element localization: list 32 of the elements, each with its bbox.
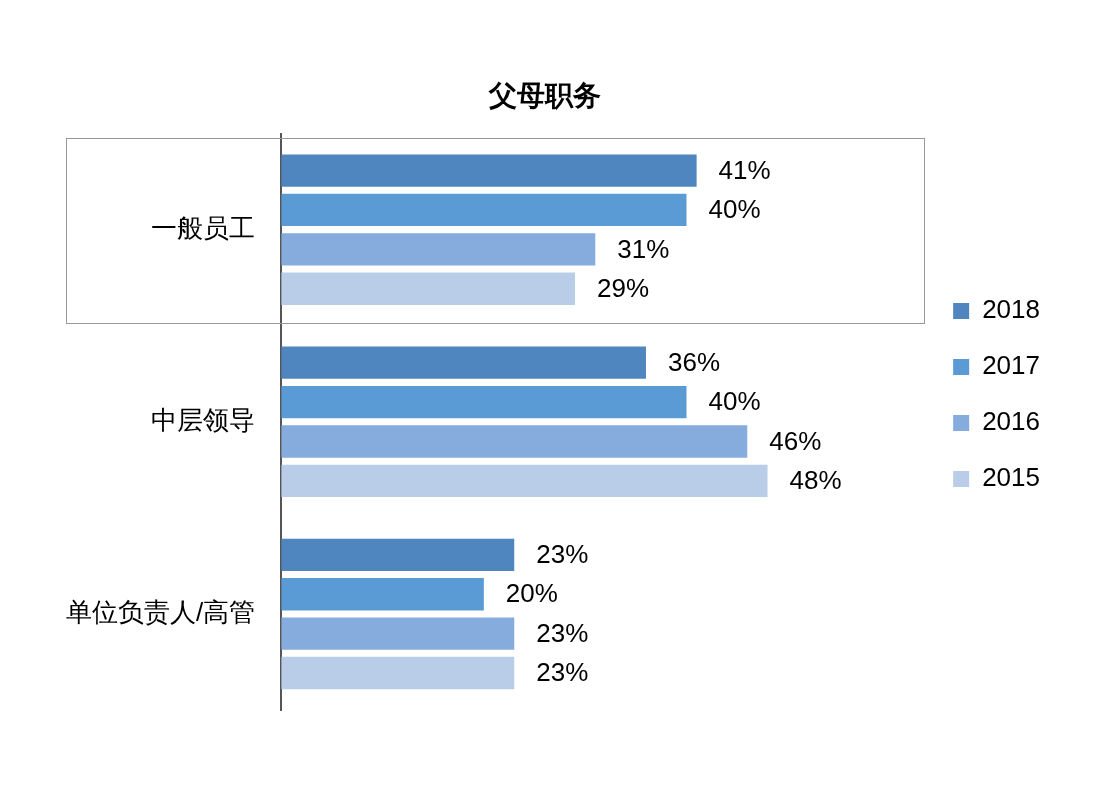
bar (281, 346, 646, 379)
y-tick-label: 单位负责人/高管 (65, 597, 256, 628)
legend-label: 2017 (982, 350, 1040, 381)
chart-title: 父母职务 (488, 79, 601, 111)
bar (281, 425, 748, 458)
bar (281, 193, 687, 227)
legend-label: 2015 (982, 462, 1040, 493)
bar (281, 233, 596, 266)
data-label: 41% (718, 154, 771, 185)
data-label: 40% (708, 386, 761, 417)
data-label: 31% (617, 233, 670, 264)
data-label: 36% (667, 346, 721, 377)
data-label: 48% (789, 465, 842, 496)
bar (281, 464, 768, 498)
bar (281, 617, 515, 650)
bar (281, 272, 576, 305)
bar (281, 385, 687, 419)
data-label: 29% (597, 272, 650, 303)
data-label: 46% (769, 425, 822, 456)
bar (281, 538, 515, 571)
bar (281, 578, 484, 611)
y-tick-label: 一般员工 (151, 212, 256, 243)
data-label: 40% (708, 194, 761, 225)
bar (281, 656, 515, 690)
y-tick-label: 中层领导 (151, 404, 256, 435)
data-label: 23% (536, 617, 589, 648)
data-label: 20% (505, 578, 558, 609)
data-label: 23% (536, 539, 589, 570)
legend-label: 2018 (982, 294, 1040, 325)
legend-label: 2016 (982, 406, 1040, 437)
data-label: 23% (536, 657, 589, 688)
bar (281, 154, 697, 187)
